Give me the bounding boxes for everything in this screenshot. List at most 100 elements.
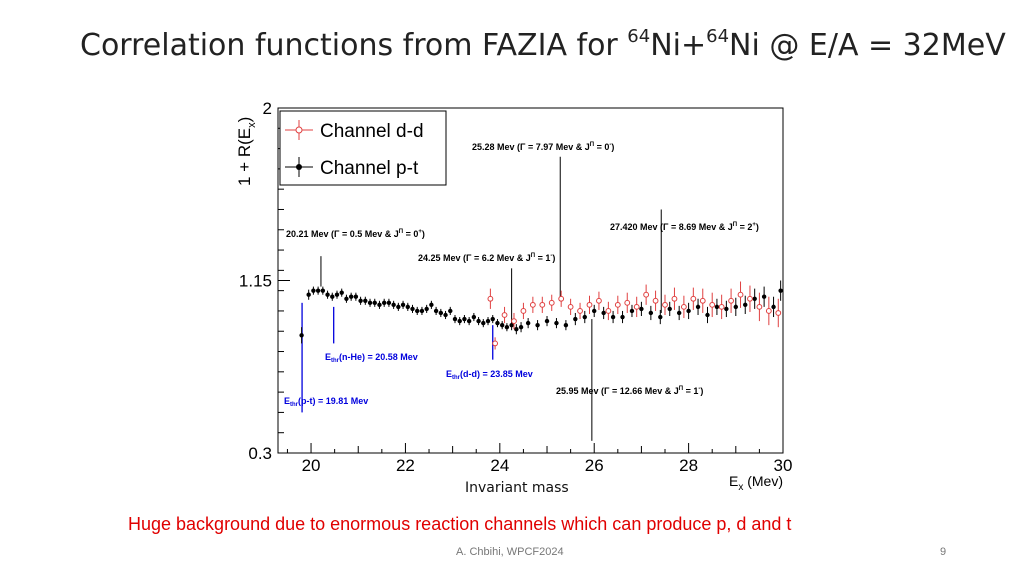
- data-point-pt: [386, 300, 392, 306]
- data-point-pt: [601, 310, 606, 316]
- data-point-dd: [501, 312, 508, 318]
- title-sup-2: 64: [706, 26, 730, 47]
- data-point-pt: [452, 316, 458, 322]
- data-point-dd: [775, 310, 782, 316]
- data-point-pt: [462, 316, 467, 322]
- title-mid: Ni+: [650, 28, 707, 63]
- data-point-pt: [419, 308, 425, 314]
- x-axis-label: Ex (Mev): [729, 473, 783, 493]
- data-point-pt: [743, 302, 748, 308]
- data-point-dd: [690, 295, 697, 302]
- x-tick-label: 22: [396, 456, 415, 475]
- data-point-pt: [330, 294, 335, 299]
- data-point-dd: [718, 303, 725, 310]
- data-point-pt: [299, 333, 304, 338]
- title-end: Ni @ E/A = 32MeV: [729, 28, 1006, 63]
- data-point-dd: [747, 295, 753, 302]
- data-point-pt: [648, 310, 654, 316]
- data-point-pt: [471, 314, 477, 320]
- data-point-pt: [372, 300, 377, 306]
- data-point-pt: [433, 308, 439, 314]
- data-point-pt: [481, 320, 486, 326]
- data-point-pt: [724, 306, 729, 312]
- data-point-pt: [334, 292, 340, 297]
- data-point-dd: [487, 295, 494, 302]
- data-point-dd: [737, 291, 744, 298]
- data-point-pt: [705, 312, 710, 318]
- data-point-dd: [492, 340, 499, 347]
- resonance-label: 27.420 Mev (Γ = 8.69 Mev & JΠ = 2+): [610, 222, 759, 232]
- data-point-pt: [405, 304, 410, 310]
- data-point-pt: [667, 306, 672, 312]
- data-point-pt: [358, 298, 363, 303]
- data-point-pt: [582, 314, 587, 320]
- data-point-dd: [520, 308, 527, 314]
- data-point-pt: [761, 294, 767, 299]
- data-point-pt: [518, 324, 524, 330]
- data-point-pt: [514, 327, 519, 332]
- data-point-pt: [457, 318, 462, 324]
- footnote-text: Huge background due to enormous reaction…: [128, 514, 792, 534]
- data-point-dd: [624, 299, 631, 306]
- data-point-pt: [466, 318, 472, 324]
- data-point-pt: [676, 310, 682, 316]
- data-point-dd: [596, 297, 602, 304]
- data-point-pt: [381, 300, 387, 306]
- data-point-dd: [662, 301, 668, 308]
- data-point-pt: [778, 288, 783, 293]
- data-point-pt: [443, 312, 448, 318]
- y-tick-label: 1.15: [239, 272, 272, 291]
- threshold-label: Ethr(n-He) = 20.58 Mev: [325, 352, 418, 364]
- data-point-pt: [344, 296, 349, 301]
- data-point-pt: [658, 314, 663, 320]
- data-point-pt: [438, 310, 444, 316]
- resonance-label: 24.25 Mev (Γ = 6.2 Mev & JΠ = 1-): [418, 253, 555, 263]
- data-point-pt: [629, 308, 635, 314]
- data-point-pt: [424, 306, 429, 312]
- legend-marker-dd: [295, 126, 303, 134]
- data-point-pt: [686, 308, 691, 314]
- data-point-dd: [548, 299, 555, 306]
- legend-label: Channel p-t: [320, 158, 419, 179]
- data-point-pt: [315, 288, 321, 293]
- data-point-pt: [592, 308, 597, 314]
- data-point-pt: [504, 324, 510, 330]
- data-point-dd: [567, 303, 574, 310]
- data-point-pt: [490, 316, 495, 322]
- y-tick-label: 0.3: [248, 444, 272, 463]
- data-point-pt: [410, 306, 415, 312]
- resonance-label: 25.28 Mev (Γ = 7.97 Mev & JΠ = 0-): [472, 142, 614, 152]
- data-point-pt: [377, 302, 382, 308]
- data-point-dd: [765, 308, 772, 314]
- footer-author: A. Chbihi, WPCF2024: [456, 546, 564, 558]
- title-sup-1: 64: [627, 26, 651, 47]
- data-point-pt: [495, 320, 500, 326]
- data-point-pt: [367, 300, 373, 306]
- invariant-mass-label: Invariant mass: [465, 480, 569, 496]
- legend-label: Channel d-d: [320, 121, 424, 142]
- data-point-pt: [733, 304, 739, 310]
- data-point-pt: [714, 304, 720, 310]
- data-point-dd: [577, 308, 583, 314]
- data-point-pt: [509, 322, 514, 328]
- y-tick-label: 2: [263, 99, 272, 118]
- threshold-label: Ethr(p-t) = 19.81 Mev: [284, 396, 368, 408]
- data-point-pt: [695, 304, 701, 310]
- data-point-pt: [400, 302, 406, 308]
- x-tick-label: 28: [679, 456, 698, 475]
- legend-marker-pt: [296, 164, 302, 170]
- title-main: Correlation functions from FAZIA for: [80, 28, 628, 63]
- x-tick-label: 24: [490, 456, 509, 475]
- y-axis-label: 1 + R(Ex): [235, 117, 258, 186]
- data-point-pt: [325, 292, 330, 297]
- data-point-pt: [499, 322, 505, 328]
- data-point-pt: [639, 306, 644, 312]
- page-number: 9: [940, 546, 947, 558]
- data-point-dd: [709, 301, 716, 308]
- data-point-pt: [320, 288, 326, 293]
- data-point-dd: [511, 318, 517, 324]
- data-point-dd: [652, 297, 659, 304]
- data-point-pt: [535, 322, 540, 328]
- data-point-dd: [643, 291, 650, 298]
